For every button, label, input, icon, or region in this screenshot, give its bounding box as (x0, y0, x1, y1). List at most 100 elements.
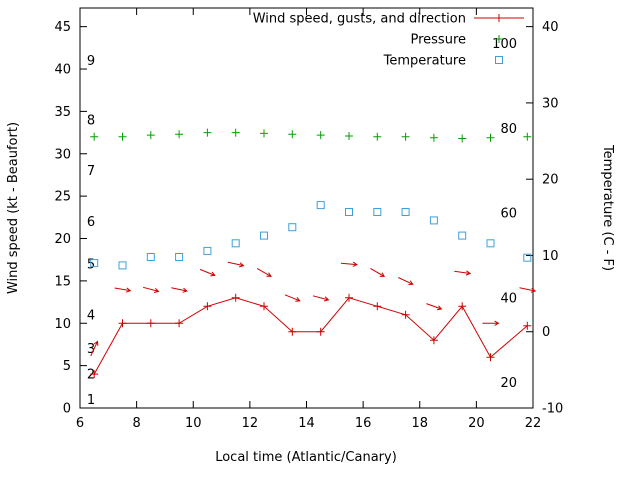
x-tick-label: 14 (298, 416, 315, 431)
plus-marker (373, 132, 382, 141)
square-marker (175, 253, 184, 261)
left-y-tick-label: 25 (54, 190, 71, 205)
plus-marker (203, 128, 212, 137)
right-y-tick-label: 10 (542, 249, 559, 264)
plus-marker (90, 370, 99, 379)
plus-marker (523, 132, 532, 141)
left-y-tick-label: 20 (54, 232, 71, 247)
x-tick-label: 22 (525, 416, 542, 431)
x-tick-label: 16 (355, 416, 372, 431)
wind-direction-arrow (227, 261, 245, 268)
left-y-tick-label: 45 (54, 20, 71, 35)
legend-label: Pressure (410, 33, 466, 48)
square-marker (345, 208, 353, 216)
left-y-axis-ticks: 0 5 10 15 20 25 30 35 40 45 (54, 20, 87, 417)
plus-marker (373, 302, 382, 311)
square-marker (260, 231, 268, 240)
plus-marker (288, 327, 297, 336)
right-y-tick-label: 0 (542, 325, 550, 340)
plus-marker (458, 302, 467, 311)
wind-direction-arrow (482, 320, 500, 326)
wind-direction-arrow (199, 268, 216, 277)
square-marker (523, 253, 532, 262)
temperature-series (90, 201, 532, 270)
x-tick-label: 8 (132, 416, 140, 431)
square-marker (458, 231, 467, 240)
wind-direction-arrow (90, 340, 99, 357)
plus-marker (486, 133, 495, 142)
pressure-series (90, 128, 532, 143)
plus-marker (146, 319, 155, 328)
left-y-tick-label: 15 (54, 274, 71, 289)
beaufort-label: 4 (87, 308, 95, 323)
wind-direction-arrow (519, 287, 537, 293)
plus-marker (316, 131, 325, 140)
plus-marker (175, 319, 184, 328)
square-marker (429, 216, 438, 225)
wind-direction-arrow (426, 303, 443, 311)
wind-direction-arrow (370, 267, 386, 277)
wind-direction-arrow (114, 287, 132, 293)
beaufort-label: 2 (87, 368, 95, 383)
right-y-tick-label: 30 (542, 96, 559, 111)
left-y-tick-label: 40 (54, 63, 71, 78)
plus-marker (175, 130, 184, 139)
square-marker (118, 261, 127, 270)
x-tick-label: 18 (411, 416, 428, 431)
plus-marker (523, 321, 532, 330)
wind-direction-arrow (398, 277, 414, 285)
plot-area: 6 8 10 12 14 16 18 20 2 20 5 10 15 20 25 30 35 40 45 -10 0 10… (54, 7, 563, 431)
square-marker (373, 208, 382, 216)
beaufort-label: 9 (87, 54, 95, 69)
beaufort-label: 3 (87, 342, 95, 357)
wind-direction-arrow (340, 261, 358, 267)
right-y-tick-label: -10 (542, 402, 563, 417)
square-marker (316, 201, 325, 210)
x-tick-label: 10 (185, 416, 202, 431)
plus-marker (316, 327, 325, 336)
plus-marker (458, 134, 467, 143)
plus-marker (231, 293, 240, 302)
square-marker (90, 259, 99, 268)
plus-marker (401, 132, 410, 141)
x-tick-label: 12 (242, 416, 259, 431)
plus-marker (429, 133, 438, 142)
right-y-tick-label: 40 (542, 20, 559, 35)
wind-speed-series (90, 293, 532, 379)
left-y-axis-title: Wind speed (kt - Beaufort) (6, 122, 21, 294)
plus-marker (401, 310, 410, 319)
legend-label: Wind speed, gusts, and direction (253, 12, 466, 27)
wind-direction-arrow (312, 295, 330, 302)
beaufort-label: 8 (87, 113, 95, 128)
x-tick-label: 6 (76, 416, 84, 431)
square-marker (203, 246, 212, 255)
square-marker (288, 223, 297, 232)
left-y-tick-label: 10 (54, 317, 71, 332)
legend-label: Temperature (383, 54, 466, 69)
plus-marker (231, 128, 240, 137)
legend: Wind speed, gusts, and direction Pressure… (253, 12, 524, 69)
plus-marker (203, 302, 212, 311)
x-axis-ticks: 6 8 10 12 14 16 18 20 22 (76, 8, 541, 431)
fahrenheit-scale-labels: 20 40 60 80 100 (492, 37, 517, 391)
plus-marker (90, 132, 99, 141)
right-y-tick-label: 20 (542, 173, 559, 188)
plus-marker (146, 131, 155, 140)
plus-marker (288, 130, 297, 139)
plus-marker (495, 35, 503, 43)
plus-marker (118, 132, 127, 141)
left-y-tick-label: 5 (63, 359, 71, 374)
fahrenheit-label: 100 (492, 37, 517, 52)
wind-direction-arrow (256, 267, 272, 277)
plus-marker (260, 129, 268, 138)
right-y-axis-title: Temperature (C - F) (600, 144, 615, 271)
x-tick-label: 20 (468, 416, 485, 431)
plus-marker (345, 293, 353, 302)
beaufort-label: 7 (87, 164, 95, 179)
wind-direction-arrow (171, 287, 188, 293)
right-y-axis-ticks: -10 0 10 20 30 40 (526, 20, 563, 417)
left-y-tick-label: 35 (54, 105, 71, 120)
fahrenheit-label: 20 (500, 376, 517, 391)
square-marker (231, 239, 240, 248)
